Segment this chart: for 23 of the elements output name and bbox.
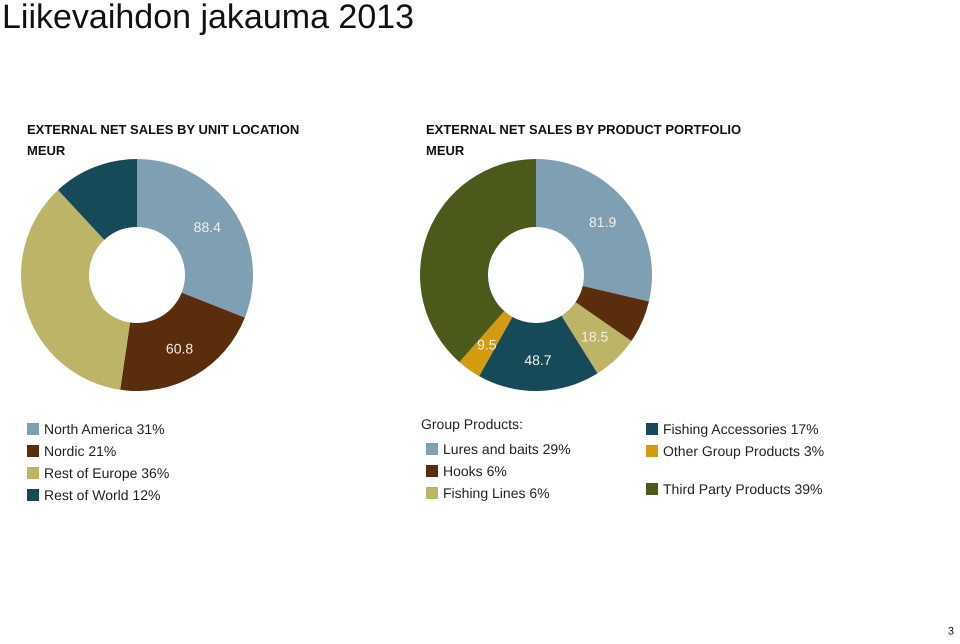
legend-label: Rest of Europe 36% bbox=[44, 465, 170, 481]
legend-label: Nordic 21% bbox=[44, 443, 116, 459]
data-label: 18.5 bbox=[581, 328, 609, 344]
legend-title: Group Products: bbox=[421, 416, 523, 432]
legend-label: Hooks 6% bbox=[443, 463, 507, 479]
data-label: 88.4 bbox=[194, 219, 222, 236]
legend-label: Fishing Accessories 17% bbox=[663, 421, 819, 437]
legend-label: Third Party Products 39% bbox=[663, 481, 823, 497]
chart-title: EXTERNAL NET SALES BY PRODUCT PORTFOLIO bbox=[426, 122, 742, 137]
text: Liikevaihdon jakauma 2013 bbox=[2, 0, 414, 36]
chart-subtitle: MEUR bbox=[426, 143, 465, 158]
legend-label: Rest of World 12% bbox=[44, 487, 160, 503]
text: 3 bbox=[948, 626, 954, 638]
legend-label: Other Group Products 3% bbox=[663, 443, 824, 459]
legend-label: North America 31% bbox=[44, 421, 165, 437]
chart-subtitle: MEUR bbox=[27, 143, 66, 158]
legend-label: Lures and baits 29% bbox=[443, 441, 571, 457]
chart-title: EXTERNAL NET SALES BY UNIT LOCATION bbox=[27, 122, 300, 137]
data-label: 48.7 bbox=[524, 352, 552, 368]
legend-label: Fishing Lines 6% bbox=[443, 485, 550, 501]
data-label: 9.5 bbox=[477, 336, 497, 352]
data-label: 81.9 bbox=[589, 214, 616, 230]
data-label: 60.8 bbox=[166, 340, 194, 357]
